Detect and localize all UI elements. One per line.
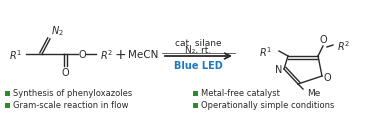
Text: Synthesis of phenyloxazoles: Synthesis of phenyloxazoles — [13, 89, 132, 98]
Text: O: O — [62, 67, 69, 77]
Text: N₂, rt.: N₂, rt. — [185, 45, 212, 54]
Text: Blue LED: Blue LED — [174, 60, 223, 70]
Bar — [193, 91, 198, 96]
Text: Operationally simple conditions: Operationally simple conditions — [201, 101, 335, 110]
Text: $R^2$: $R^2$ — [100, 48, 113, 61]
Bar — [5, 103, 10, 108]
Text: Metal-free catalyst: Metal-free catalyst — [201, 89, 280, 98]
Text: +: + — [114, 48, 126, 61]
Bar — [193, 103, 198, 108]
Text: O: O — [324, 72, 332, 82]
Bar — [5, 91, 10, 96]
Text: Gram-scale reaction in flow: Gram-scale reaction in flow — [13, 101, 129, 110]
Text: $R^1$: $R^1$ — [9, 48, 22, 61]
Text: Me: Me — [307, 89, 321, 98]
Text: O: O — [78, 50, 86, 60]
Text: $R^1$: $R^1$ — [259, 45, 272, 58]
Text: $R^2$: $R^2$ — [337, 39, 350, 52]
Text: cat. silane: cat. silane — [175, 38, 222, 47]
Text: N: N — [275, 64, 282, 74]
Text: MeCN: MeCN — [128, 50, 158, 60]
Text: O: O — [319, 35, 327, 45]
Text: $N_2$: $N_2$ — [51, 24, 64, 38]
